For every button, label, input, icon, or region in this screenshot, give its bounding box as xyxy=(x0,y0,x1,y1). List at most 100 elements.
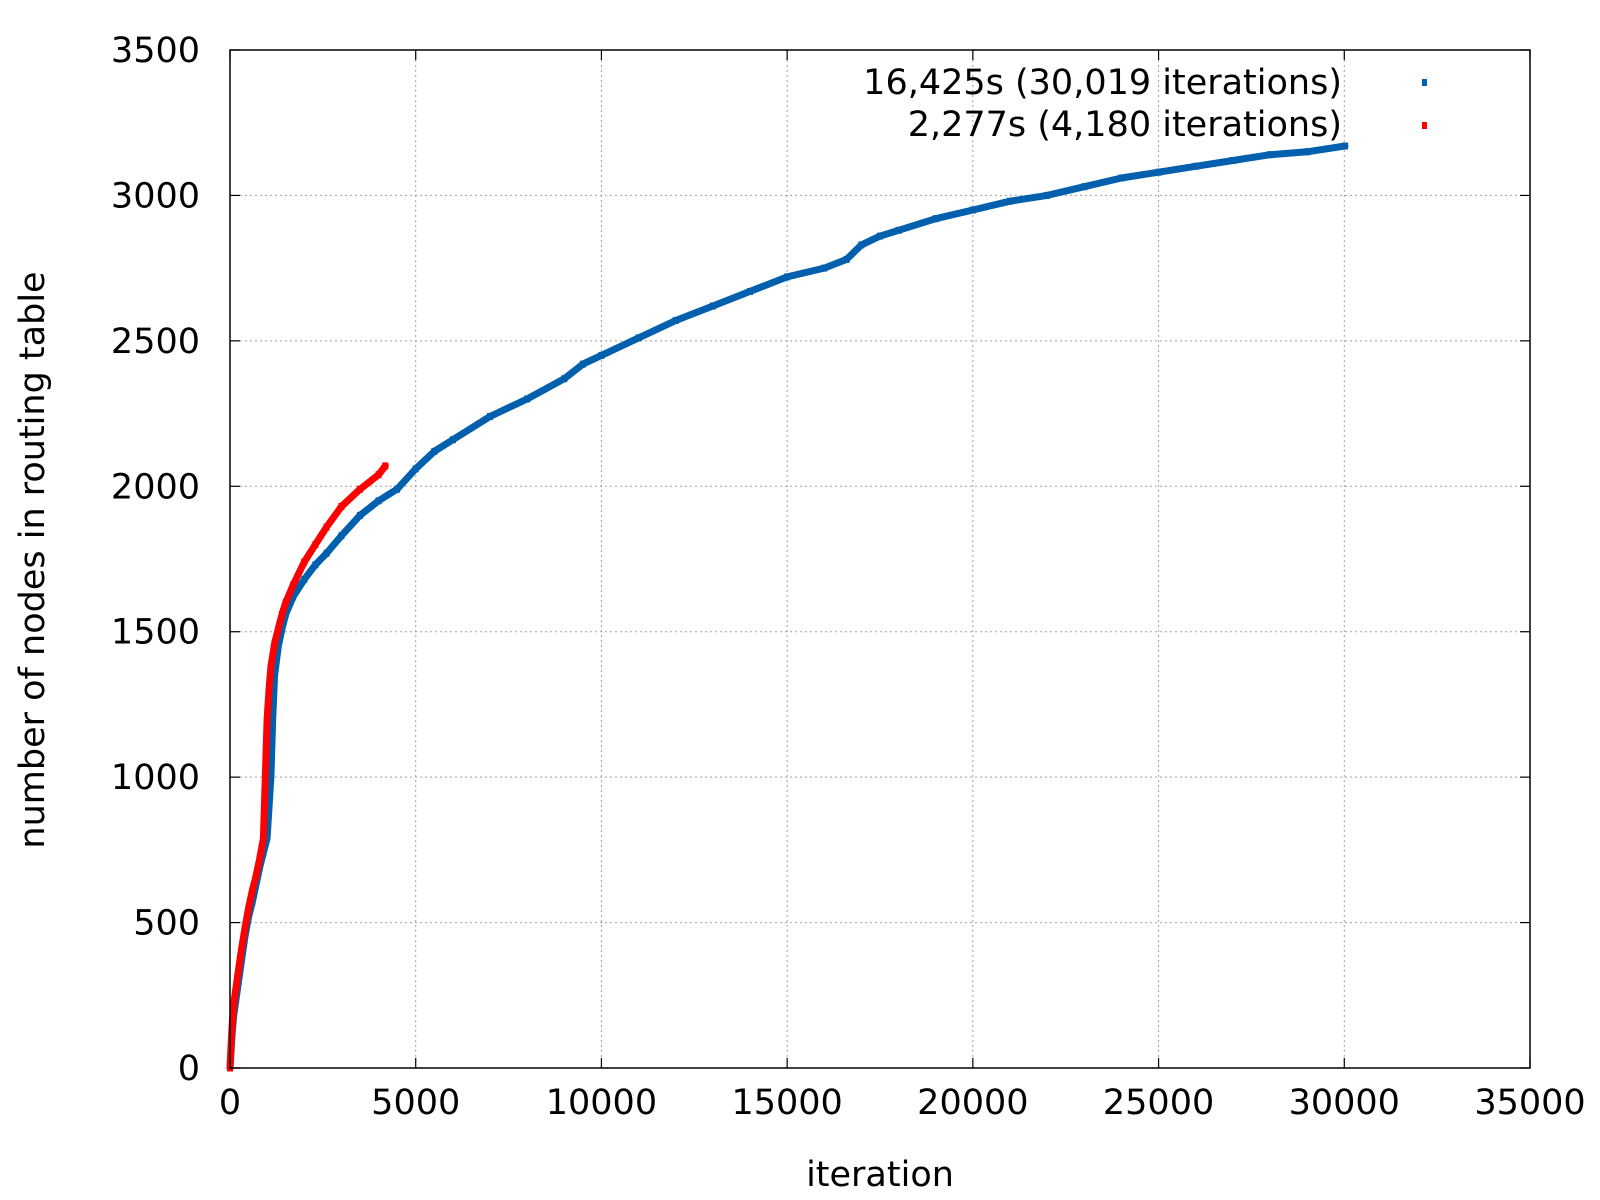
data-point xyxy=(1267,151,1273,159)
x-axis-label: iteration xyxy=(806,1155,954,1195)
data-point xyxy=(1155,168,1162,176)
data-point xyxy=(598,351,605,359)
data-point xyxy=(449,436,456,444)
data-point xyxy=(672,317,679,324)
data-point xyxy=(290,581,297,589)
data-point xyxy=(895,226,902,234)
data-point xyxy=(747,287,753,295)
legend: 16,425s (30,019 iterations) 2,277s (4,18… xyxy=(863,63,1427,145)
plot-frame xyxy=(229,49,1531,1069)
y-tick-label: 0 xyxy=(178,1049,200,1089)
y-tick-label: 2500 xyxy=(111,322,200,362)
data-point xyxy=(264,834,271,842)
data-point xyxy=(1192,162,1199,170)
x-tick-label: 10000 xyxy=(546,1083,657,1123)
data-point xyxy=(312,561,319,569)
data-point xyxy=(932,215,939,223)
data-point xyxy=(1118,174,1125,182)
data-point xyxy=(267,773,274,781)
data-point xyxy=(275,625,282,633)
data-point xyxy=(228,1041,235,1049)
x-tick-label: 30000 xyxy=(1289,1083,1400,1123)
data-point xyxy=(375,471,382,479)
data-point xyxy=(382,462,389,470)
series-trace xyxy=(226,462,389,1072)
data-point xyxy=(1081,183,1088,191)
y-tick-label: 2000 xyxy=(111,467,200,507)
y-axis-label: number of nodes in routing table xyxy=(13,271,53,848)
data-point xyxy=(275,642,282,650)
data-point xyxy=(312,541,319,548)
data-point xyxy=(271,671,278,679)
data-point xyxy=(234,974,241,982)
data-point xyxy=(487,413,493,420)
grid-lines xyxy=(230,50,1530,1068)
data-point xyxy=(262,773,269,781)
data-point xyxy=(338,503,345,511)
x-tick-label: 15000 xyxy=(731,1083,842,1123)
data-point xyxy=(561,375,568,383)
data-point xyxy=(524,395,531,403)
data-point xyxy=(412,465,419,473)
x-tick-label: 20000 xyxy=(917,1083,1028,1123)
data-point xyxy=(323,549,330,557)
data-point xyxy=(858,241,865,249)
data-point xyxy=(323,523,330,531)
data-point xyxy=(969,206,976,214)
legend-label-series-1: 16,425s (30,019 iterations) xyxy=(863,63,1342,103)
series-layer xyxy=(226,142,1349,1072)
y-tick-label: 3500 xyxy=(111,31,200,71)
x-tick-label: 0 xyxy=(219,1083,241,1123)
data-point xyxy=(1007,197,1013,205)
data-point xyxy=(877,232,883,240)
data-point xyxy=(431,447,438,455)
data-point xyxy=(238,948,245,956)
data-point xyxy=(260,834,267,842)
data-point xyxy=(1229,157,1236,164)
data-point xyxy=(1342,142,1348,150)
data-point xyxy=(264,715,271,723)
data-point xyxy=(375,497,382,505)
data-point xyxy=(1044,191,1051,199)
data-point xyxy=(635,334,642,342)
data-point xyxy=(266,686,272,694)
data-point xyxy=(709,302,716,310)
data-point xyxy=(357,511,363,519)
legend-marker-series-1 xyxy=(1422,79,1427,86)
data-point xyxy=(843,255,850,263)
data-point xyxy=(579,360,586,368)
y-tick-label: 500 xyxy=(133,904,200,944)
data-point xyxy=(253,872,259,880)
data-point xyxy=(267,663,274,671)
data-point xyxy=(230,1000,237,1008)
y-tick-label: 1500 xyxy=(111,613,200,653)
legend-marker-series-2 xyxy=(1422,122,1427,129)
data-point xyxy=(245,904,252,912)
data-point xyxy=(357,485,363,493)
data-point xyxy=(338,532,345,540)
data-point xyxy=(229,1020,236,1028)
x-tick-label: 35000 xyxy=(1474,1083,1585,1123)
x-tick-label: 25000 xyxy=(1103,1083,1214,1123)
data-point xyxy=(241,924,248,932)
axis-ticks: 0 5000 10000 15000 20000 25000 30000 35000 0 500 1… xyxy=(111,31,1586,1123)
series-2 xyxy=(226,462,389,1072)
data-point xyxy=(279,625,285,633)
data-point xyxy=(279,610,285,618)
data-point xyxy=(821,264,828,272)
y-tick-label: 1000 xyxy=(111,758,200,798)
data-point xyxy=(249,887,256,895)
data-point xyxy=(269,715,276,723)
data-point xyxy=(394,485,401,493)
data-point xyxy=(271,639,278,647)
data-point xyxy=(290,593,297,601)
legend-label-series-2: 2,277s (4,180 iterations) xyxy=(908,105,1342,145)
data-point xyxy=(282,599,289,607)
data-point xyxy=(1304,148,1311,156)
data-point xyxy=(301,575,308,583)
y-tick-label: 3000 xyxy=(111,176,200,216)
data-point xyxy=(256,855,263,863)
x-tick-label: 5000 xyxy=(371,1083,460,1123)
data-point xyxy=(784,273,791,281)
